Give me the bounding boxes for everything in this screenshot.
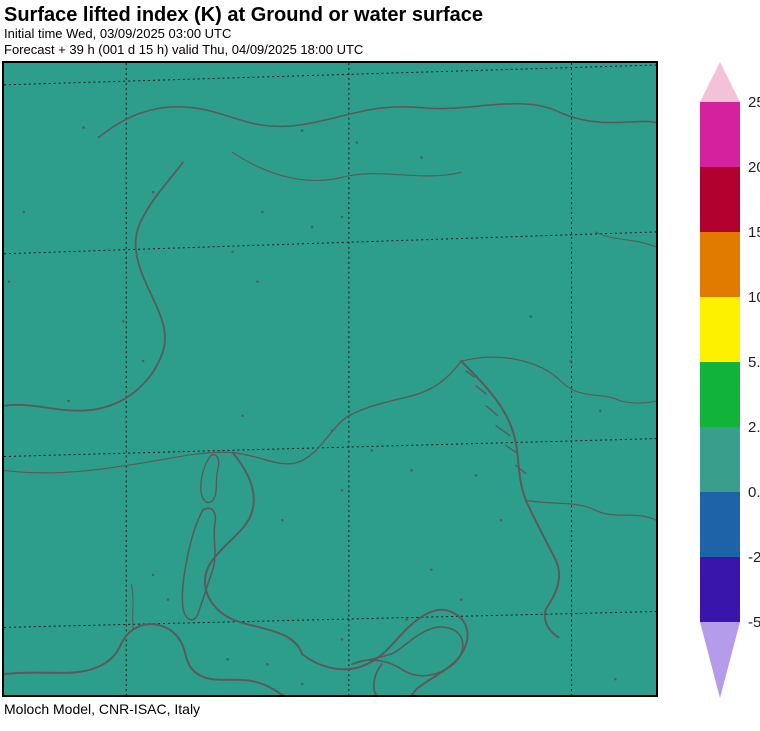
page-title: Surface lifted index (K) at Ground or wa… [4,4,654,26]
svg-text:-5.0: -5.0 [748,614,760,631]
svg-text:20.0: 20.0 [748,159,760,176]
map-panel[interactable] [2,61,658,697]
svg-text:0.0: 0.0 [748,484,760,501]
svg-text:-2.5: -2.5 [748,549,760,566]
colorbar-segments-group [700,62,740,698]
svg-text:15.0: 15.0 [748,224,760,241]
svg-text:5.0: 5.0 [748,354,760,371]
colorbar-panel[interactable]: 25.0 20.0 15.0 10.0 5.0 2.5 0.0 -2.5 -5.… [680,62,760,698]
colorbar-ticklabels-group: 25.0 20.0 15.0 10.0 5.0 2.5 0.0 -2.5 -5.… [748,94,760,631]
svg-text:10.0: 10.0 [748,289,760,306]
svg-text:25.0: 25.0 [748,94,760,111]
footer-credit: Moloch Model, CNR-ISAC, Italy [4,701,200,717]
header-block: Surface lifted index (K) at Ground or wa… [4,4,654,59]
initial-time-label: Initial time Wed, 03/09/2025 03:00 UTC [4,26,654,42]
forecast-label: Forecast + 39 h (001 d 15 h) valid Thu, … [4,42,654,58]
svg-text:2.5: 2.5 [748,419,760,436]
weather-map-app: Surface lifted index (K) at Ground or wa… [0,0,760,731]
